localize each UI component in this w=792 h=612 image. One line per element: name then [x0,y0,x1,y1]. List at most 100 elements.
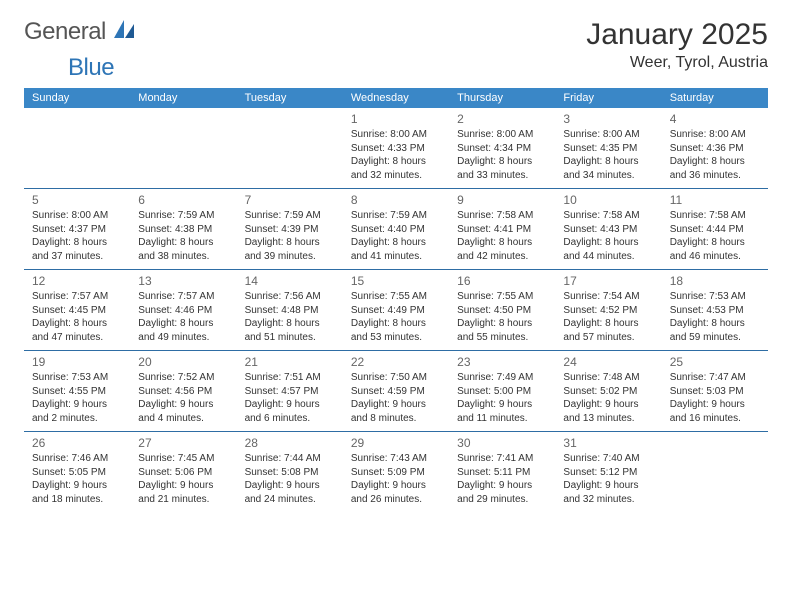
calendar-day-cell: 10Sunrise: 7:58 AMSunset: 4:43 PMDayligh… [555,189,661,269]
day-number: 7 [245,193,335,207]
weekday-header: Wednesday [343,88,449,108]
day-number: 23 [457,355,547,369]
day-info: Sunrise: 7:40 AMSunset: 5:12 PMDaylight:… [563,452,653,506]
day-number: 31 [563,436,653,450]
calendar-day-cell: 4 Sunrise: 8:00 AMSunset: 4:36 PMDaylight… [662,108,768,188]
calendar-day-cell: 9 Sunrise: 7:58 AMSunset: 4:41 PMDaylight… [449,189,555,269]
day-number: 19 [32,355,122,369]
day-number: 8 [351,193,441,207]
calendar-week-row: 5Sunrise: 8:00 AMSunset: 4:37 PMDaylight… [24,189,768,270]
calendar-day-cell: 24 Sunrise: 7:48 AMSunset: 5:02 PMDayligh… [555,351,661,431]
day-info: Sunrise: 7:49 AMSunset: 5:00 PMDaylight:… [457,371,547,425]
logo-sail-icon [114,20,136,45]
day-number: 20 [138,355,228,369]
day-info: Sunrise: 7:57 AMSunset: 4:46 PMDaylight:… [138,290,228,344]
day-info: Sunrise: 7:59 AMSunset: 4:40 PMDaylight:… [351,209,441,263]
day-info: Sunrise: 7:58 AMSunset: 4:41 PMDaylight:… [457,209,547,263]
title-block: January 2025 Weer, Tyrol, Austria [586,18,768,72]
calendar-week-row: 19 Sunrise: 7:53 AMSunset: 4:55 PMDayligh… [24,351,768,432]
day-number: 14 [245,274,335,288]
day-info: Sunrise: 7:55 AMSunset: 4:49 PMDaylight:… [351,290,441,344]
calendar-body: 1 Sunrise: 8:00 AMSunset: 4:33 PMDaylight… [24,108,768,512]
day-number: 2 [457,112,547,126]
day-info: Sunrise: 8:00 AMSunset: 4:34 PMDaylight:… [457,128,547,182]
day-number: 1 [351,112,441,126]
day-info: Sunrise: 7:57 AMSunset: 4:45 PMDaylight:… [32,290,122,344]
day-info: Sunrise: 7:41 AMSunset: 5:11 PMDaylight:… [457,452,547,506]
day-number: 13 [138,274,228,288]
calendar-day-cell: 11Sunrise: 7:58 AMSunset: 4:44 PMDayligh… [662,189,768,269]
logo: General [24,18,138,46]
day-number: 29 [351,436,441,450]
calendar-day-cell: 5Sunrise: 8:00 AMSunset: 4:37 PMDaylight… [24,189,130,269]
day-info: Sunrise: 7:46 AMSunset: 5:05 PMDaylight:… [32,452,122,506]
calendar-day-cell: 18Sunrise: 7:53 AMSunset: 4:53 PMDayligh… [662,270,768,350]
day-number: 24 [563,355,653,369]
day-number: 27 [138,436,228,450]
weekday-header: Saturday [662,88,768,108]
calendar-day-cell: 3Sunrise: 8:00 AMSunset: 4:35 PMDaylight… [555,108,661,188]
day-number: 26 [32,436,122,450]
day-info: Sunrise: 7:59 AMSunset: 4:39 PMDaylight:… [245,209,335,263]
calendar-empty-cell [662,432,768,512]
calendar-day-cell: 21 Sunrise: 7:51 AMSunset: 4:57 PMDayligh… [237,351,343,431]
day-info: Sunrise: 7:52 AMSunset: 4:56 PMDaylight:… [138,371,228,425]
day-info: Sunrise: 7:50 AMSunset: 4:59 PMDaylight:… [351,371,441,425]
day-number: 9 [457,193,547,207]
location: Weer, Tyrol, Austria [586,54,768,72]
calendar-week-row: 1 Sunrise: 8:00 AMSunset: 4:33 PMDaylight… [24,108,768,189]
calendar-empty-cell [237,108,343,188]
calendar-day-cell: 8 Sunrise: 7:59 AMSunset: 4:40 PMDaylight… [343,189,449,269]
day-info: Sunrise: 8:00 AMSunset: 4:33 PMDaylight:… [351,128,441,182]
day-number: 4 [670,112,760,126]
day-info: Sunrise: 7:44 AMSunset: 5:08 PMDaylight:… [245,452,335,506]
day-info: Sunrise: 7:59 AMSunset: 4:38 PMDaylight:… [138,209,228,263]
day-number: 11 [670,193,760,207]
day-info: Sunrise: 7:45 AMSunset: 5:06 PMDaylight:… [138,452,228,506]
day-info: Sunrise: 7:48 AMSunset: 5:02 PMDaylight:… [563,371,653,425]
day-info: Sunrise: 8:00 AMSunset: 4:35 PMDaylight:… [563,128,653,182]
day-info: Sunrise: 7:53 AMSunset: 4:53 PMDaylight:… [670,290,760,344]
calendar-day-cell: 7 Sunrise: 7:59 AMSunset: 4:39 PMDaylight… [237,189,343,269]
day-info: Sunrise: 7:53 AMSunset: 4:55 PMDaylight:… [32,371,122,425]
day-info: Sunrise: 7:55 AMSunset: 4:50 PMDaylight:… [457,290,547,344]
day-number: 25 [670,355,760,369]
day-number: 30 [457,436,547,450]
day-info: Sunrise: 7:58 AMSunset: 4:43 PMDaylight:… [563,209,653,263]
day-number: 28 [245,436,335,450]
day-info: Sunrise: 7:54 AMSunset: 4:52 PMDaylight:… [563,290,653,344]
calendar-empty-cell [130,108,236,188]
calendar-day-cell: 26 Sunrise: 7:46 AMSunset: 5:05 PMDayligh… [24,432,130,512]
weekday-header: Friday [555,88,661,108]
calendar-day-cell: 6 Sunrise: 7:59 AMSunset: 4:38 PMDaylight… [130,189,236,269]
day-number: 15 [351,274,441,288]
day-number: 16 [457,274,547,288]
calendar-week-row: 26 Sunrise: 7:46 AMSunset: 5:05 PMDayligh… [24,432,768,512]
day-number: 21 [245,355,335,369]
day-number: 22 [351,355,441,369]
calendar-header-row: SundayMondayTuesdayWednesdayThursdayFrid… [24,88,768,108]
logo-text-general: General [24,18,106,46]
day-info: Sunrise: 7:51 AMSunset: 4:57 PMDaylight:… [245,371,335,425]
day-info: Sunrise: 7:47 AMSunset: 5:03 PMDaylight:… [670,371,760,425]
day-info: Sunrise: 7:56 AMSunset: 4:48 PMDaylight:… [245,290,335,344]
calendar-day-cell: 1 Sunrise: 8:00 AMSunset: 4:33 PMDaylight… [343,108,449,188]
calendar-day-cell: 12Sunrise: 7:57 AMSunset: 4:45 PMDayligh… [24,270,130,350]
day-number: 6 [138,193,228,207]
calendar-week-row: 12Sunrise: 7:57 AMSunset: 4:45 PMDayligh… [24,270,768,351]
logo-text-blue: Blue [68,54,114,82]
weekday-header: Thursday [449,88,555,108]
calendar-day-cell: 13 Sunrise: 7:57 AMSunset: 4:46 PMDayligh… [130,270,236,350]
calendar-day-cell: 2 Sunrise: 8:00 AMSunset: 4:34 PMDaylight… [449,108,555,188]
calendar-day-cell: 22 Sunrise: 7:50 AMSunset: 4:59 PMDayligh… [343,351,449,431]
calendar-day-cell: 16 Sunrise: 7:55 AMSunset: 4:50 PMDayligh… [449,270,555,350]
calendar-day-cell: 23 Sunrise: 7:49 AMSunset: 5:00 PMDayligh… [449,351,555,431]
weekday-header: Tuesday [237,88,343,108]
day-number: 5 [32,193,122,207]
weekday-header: Monday [130,88,236,108]
month-title: January 2025 [586,18,768,52]
calendar-day-cell: 27 Sunrise: 7:45 AMSunset: 5:06 PMDayligh… [130,432,236,512]
calendar-day-cell: 28 Sunrise: 7:44 AMSunset: 5:08 PMDayligh… [237,432,343,512]
day-info: Sunrise: 8:00 AMSunset: 4:36 PMDaylight:… [670,128,760,182]
calendar-empty-cell [24,108,130,188]
